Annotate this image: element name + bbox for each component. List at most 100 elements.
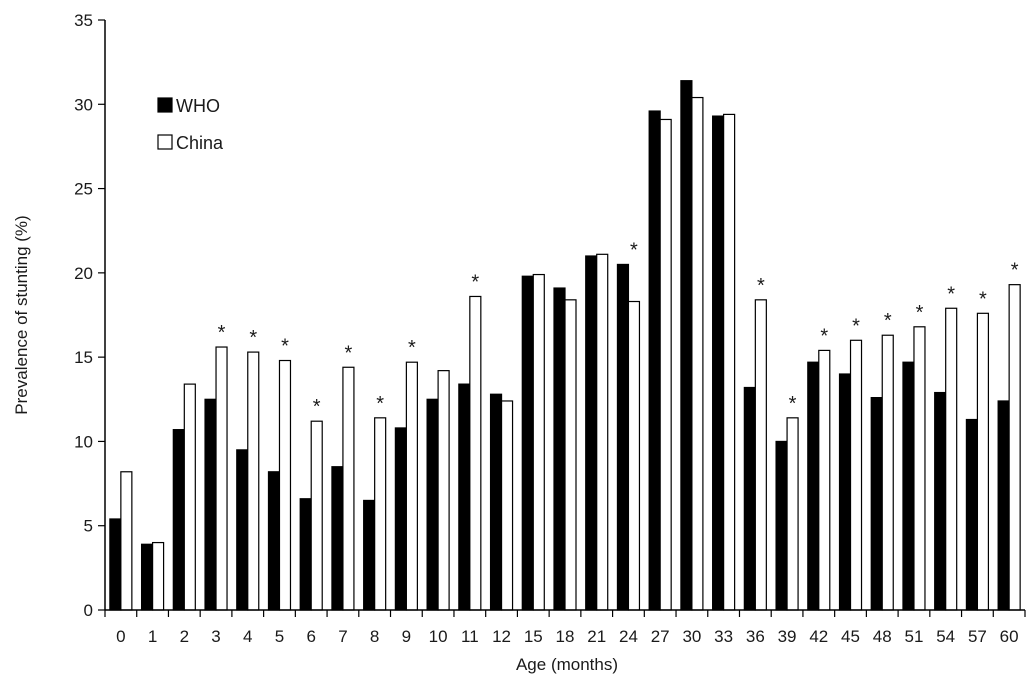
x-tick-label: 30 [682, 627, 701, 646]
x-tick-label: 3 [211, 627, 220, 646]
x-tick-label: 45 [841, 627, 860, 646]
significance-star-7: * [345, 342, 353, 364]
bar-who-8 [363, 499, 376, 611]
bar-china-15 [532, 273, 545, 611]
x-tick-label: 57 [968, 627, 987, 646]
bar-who-27 [648, 110, 661, 611]
x-tick-label: 60 [1000, 627, 1019, 646]
y-axis-title: Prevalence of stunting (%) [12, 215, 31, 414]
x-tick-label: 6 [306, 627, 315, 646]
x-tick-label: 5 [275, 627, 284, 646]
bar-china-30 [691, 96, 704, 611]
y-tick-label: 25 [74, 180, 93, 199]
significance-star-39: * [789, 393, 797, 415]
significance-star-4: * [249, 327, 257, 349]
significance-markers: * * * * * * * * * * * * * * * * * * [218, 239, 1019, 418]
bar-who-7 [331, 466, 344, 611]
y-tick-label: 0 [84, 601, 93, 620]
x-tick-label: 7 [338, 627, 347, 646]
x-tick-label: 12 [492, 627, 511, 646]
x-tick-label: 0 [116, 627, 125, 646]
bar-who-54 [934, 391, 947, 611]
significance-star-54: * [947, 283, 955, 305]
bar-who-4 [236, 449, 249, 611]
bar-who-18 [553, 287, 566, 611]
significance-star-51: * [916, 302, 924, 324]
bar-who-2 [172, 429, 185, 611]
bar-who-51 [902, 361, 915, 611]
bar-china-8 [374, 417, 387, 611]
bar-china-48 [881, 334, 894, 611]
bar-china-45 [849, 339, 863, 611]
legend: WHO China [157, 96, 224, 153]
bar-who-5 [267, 471, 281, 611]
legend-label-china: China [176, 133, 224, 153]
x-tick-label: 42 [809, 627, 828, 646]
bar-who-48 [870, 397, 883, 611]
legend-swatch-who [157, 97, 173, 113]
significance-star-57: * [979, 288, 987, 310]
bar-who-33 [712, 115, 725, 611]
bar-china-24 [627, 300, 641, 611]
x-tick-label: 33 [714, 627, 733, 646]
y-axis-ticks: 0 5 10 15 20 25 30 35 [74, 11, 105, 620]
x-tick-label: 39 [778, 627, 797, 646]
significance-star-48: * [884, 310, 892, 332]
bar-china-12 [500, 400, 514, 611]
significance-star-5: * [281, 336, 289, 358]
y-tick-label: 20 [74, 264, 93, 283]
bar-china-60 [1008, 284, 1021, 611]
bar-china-2 [183, 383, 196, 611]
x-axis-title: Age (months) [516, 655, 618, 674]
bar-who-1 [140, 543, 154, 611]
bar-china-5 [278, 359, 292, 611]
x-tick-label: 48 [873, 627, 892, 646]
x-tick-label: 21 [587, 627, 606, 646]
x-tick-label: 9 [402, 627, 411, 646]
bar-china-4 [247, 351, 260, 611]
bar-who-39 [775, 440, 788, 611]
significance-star-42: * [820, 325, 828, 347]
y-tick-label: 35 [74, 11, 93, 30]
x-tick-label: 36 [746, 627, 765, 646]
x-tick-label: 18 [556, 627, 575, 646]
bar-who-12 [489, 393, 503, 611]
bars-layer [109, 80, 1021, 611]
bar-china-51 [913, 326, 926, 611]
bar-who-0 [109, 518, 122, 611]
bar-who-24 [616, 263, 630, 611]
legend-swatch-china [157, 134, 173, 150]
bar-who-6 [299, 498, 312, 611]
significance-star-3: * [218, 322, 226, 344]
x-tick-label: 2 [180, 627, 189, 646]
bar-who-30 [680, 80, 693, 611]
x-tick-label: 4 [243, 627, 252, 646]
significance-star-6: * [313, 396, 321, 418]
bar-who-9 [394, 427, 407, 611]
significance-star-11: * [471, 271, 479, 293]
x-tick-label: 24 [619, 627, 638, 646]
bar-china-9 [405, 361, 418, 611]
bar-china-0 [120, 471, 133, 611]
bar-who-10 [426, 398, 439, 611]
x-tick-label: 27 [651, 627, 670, 646]
bar-china-10 [437, 370, 450, 611]
significance-star-36: * [757, 275, 765, 297]
x-tick-label: 10 [429, 627, 448, 646]
bar-who-11 [458, 383, 471, 611]
legend-label-who: WHO [176, 96, 220, 116]
bar-china-3 [215, 346, 228, 611]
bar-china-27 [659, 118, 672, 611]
x-tick-label: 8 [370, 627, 379, 646]
bar-china-11 [469, 295, 482, 611]
y-tick-label: 10 [74, 432, 93, 451]
significance-star-45: * [852, 315, 860, 337]
x-axis-ticks: 0 1 2 3 4 5 6 7 8 9 10 11 12 15 18 21 24 27 30 33 36 39 42 45 48… [104, 610, 1026, 646]
bar-who-60 [997, 400, 1010, 611]
bar-who-42 [807, 361, 820, 611]
bar-china-57 [976, 312, 990, 611]
bar-china-42 [818, 349, 831, 611]
bar-who-57 [965, 418, 979, 611]
bar-china-18 [564, 299, 577, 611]
